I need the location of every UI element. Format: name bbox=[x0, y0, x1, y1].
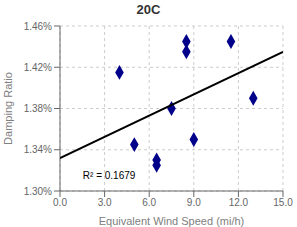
svg-text:12.0: 12.0 bbox=[229, 197, 249, 208]
svg-text:1.34%: 1.34% bbox=[24, 144, 52, 155]
svg-text:1.38%: 1.38% bbox=[24, 103, 52, 114]
svg-text:Damping Ratio: Damping Ratio bbox=[8, 72, 14, 145]
svg-text:9.0: 9.0 bbox=[187, 197, 201, 208]
svg-text:1.46%: 1.46% bbox=[24, 21, 52, 32]
svg-text:Equivalent Wind Speed (mi/h): Equivalent Wind Speed (mi/h) bbox=[99, 215, 245, 227]
svg-text:R² = 0.1679: R² = 0.1679 bbox=[83, 170, 136, 181]
html-text:20C: 20C bbox=[136, 2, 161, 17]
svg-text:6.0: 6.0 bbox=[142, 197, 156, 208]
svg-text:3.0: 3.0 bbox=[98, 197, 112, 208]
svg-text:0.0: 0.0 bbox=[53, 197, 67, 208]
svg-text:1.42%: 1.42% bbox=[24, 62, 52, 73]
svg-text:15.0: 15.0 bbox=[273, 197, 289, 208]
svg-text:1.30%: 1.30% bbox=[24, 186, 52, 197]
